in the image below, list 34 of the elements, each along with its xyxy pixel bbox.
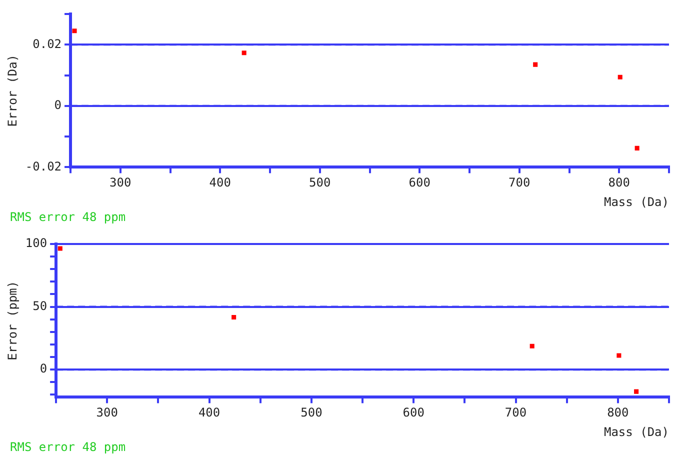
text: RMS error 48 ppm	[10, 210, 126, 224]
point	[232, 314, 236, 320]
y-tick-label: 50	[32, 298, 48, 313]
x-tick-label: 500	[300, 406, 322, 420]
x-tick-label: 400	[209, 176, 231, 190]
point	[242, 50, 246, 56]
x-axis-title: Mass (Da)	[604, 194, 669, 209]
x-tick-label: 500	[309, 176, 331, 190]
x-tick-label: 700	[508, 176, 530, 190]
x-tick-label: 800	[607, 406, 629, 420]
point	[58, 246, 62, 251]
y-tick-label: 0.02	[32, 36, 62, 51]
point	[72, 28, 77, 34]
y-tick-label: -0.02	[25, 159, 62, 174]
y-tick-label: 0	[40, 362, 48, 376]
x-tick-label: 600	[408, 176, 430, 190]
point	[533, 62, 538, 67]
x-axis-title: Mass (Da)	[604, 424, 669, 439]
point	[530, 344, 534, 348]
point	[618, 74, 622, 80]
y-axis-title: Error (Da)	[5, 54, 20, 127]
x-tick-label: 300	[110, 176, 132, 190]
y-tick-label: 0	[54, 98, 62, 112]
x-tick-label: 300	[96, 406, 118, 420]
y-axis-title: Error (ppm)	[5, 280, 20, 360]
point	[634, 146, 640, 150]
point	[616, 353, 622, 358]
point	[634, 389, 639, 394]
x-tick-label: 600	[402, 406, 424, 420]
text: RMS error 48 ppm	[10, 440, 126, 454]
x-tick-label: 800	[608, 176, 630, 190]
x-tick-label: 700	[504, 406, 527, 420]
x-tick-label: 400	[198, 406, 220, 420]
y-tick-label: 100	[25, 236, 48, 250]
